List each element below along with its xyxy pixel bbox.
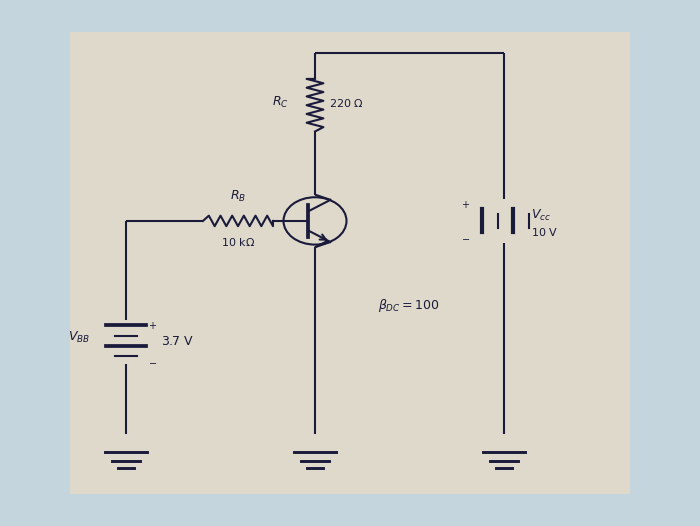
Text: $+$: $+$	[148, 320, 158, 330]
Text: $3.7\ \mathsf{V}$: $3.7\ \mathsf{V}$	[161, 336, 195, 348]
Text: $\beta_{DC} = 100$: $\beta_{DC} = 100$	[378, 297, 440, 313]
Text: $-$: $-$	[461, 232, 470, 243]
Text: $220\ \Omega$: $220\ \Omega$	[329, 97, 364, 108]
Text: $10\ \mathsf{k\Omega}$: $10\ \mathsf{k\Omega}$	[221, 236, 255, 248]
Text: $-$: $-$	[148, 357, 158, 367]
Text: $10\ \mathsf{V}$: $10\ \mathsf{V}$	[531, 227, 558, 238]
Text: $R_B$: $R_B$	[230, 189, 246, 204]
Text: $+$: $+$	[461, 199, 470, 209]
Text: $R_C$: $R_C$	[272, 95, 288, 110]
Text: $V_{cc}$: $V_{cc}$	[531, 208, 551, 223]
Text: $V_{BB}$: $V_{BB}$	[68, 330, 90, 345]
